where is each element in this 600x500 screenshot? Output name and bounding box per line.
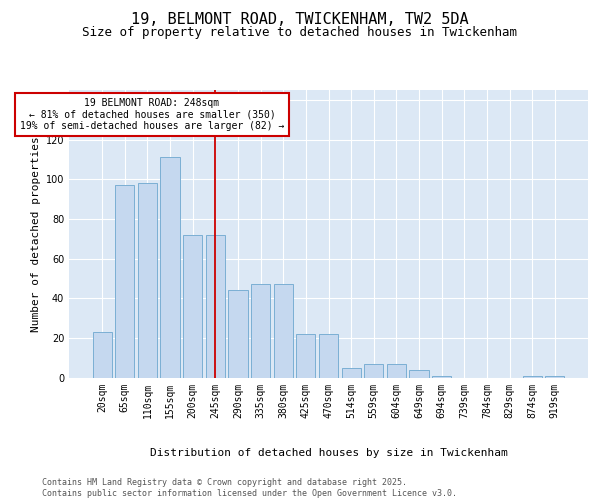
Bar <box>387 364 406 378</box>
Bar <box>523 376 542 378</box>
Bar <box>206 234 225 378</box>
Bar <box>160 158 180 378</box>
Bar <box>138 183 157 378</box>
Bar <box>296 334 316 378</box>
Text: Contains HM Land Registry data © Crown copyright and database right 2025.
Contai: Contains HM Land Registry data © Crown c… <box>42 478 457 498</box>
Bar <box>409 370 428 378</box>
Text: 19, BELMONT ROAD, TWICKENHAM, TW2 5DA: 19, BELMONT ROAD, TWICKENHAM, TW2 5DA <box>131 12 469 28</box>
Bar <box>341 368 361 378</box>
Bar <box>319 334 338 378</box>
Bar <box>92 332 112 378</box>
Bar <box>183 234 202 378</box>
Text: Distribution of detached houses by size in Twickenham: Distribution of detached houses by size … <box>150 448 508 458</box>
Bar <box>364 364 383 378</box>
Bar <box>229 290 248 378</box>
Y-axis label: Number of detached properties: Number of detached properties <box>31 136 41 332</box>
Bar <box>545 376 565 378</box>
Bar <box>432 376 451 378</box>
Text: Size of property relative to detached houses in Twickenham: Size of property relative to detached ho… <box>83 26 517 39</box>
Bar <box>251 284 270 378</box>
Bar <box>274 284 293 378</box>
Bar <box>115 185 134 378</box>
Text: 19 BELMONT ROAD: 248sqm
← 81% of detached houses are smaller (350)
19% of semi-d: 19 BELMONT ROAD: 248sqm ← 81% of detache… <box>20 98 284 131</box>
